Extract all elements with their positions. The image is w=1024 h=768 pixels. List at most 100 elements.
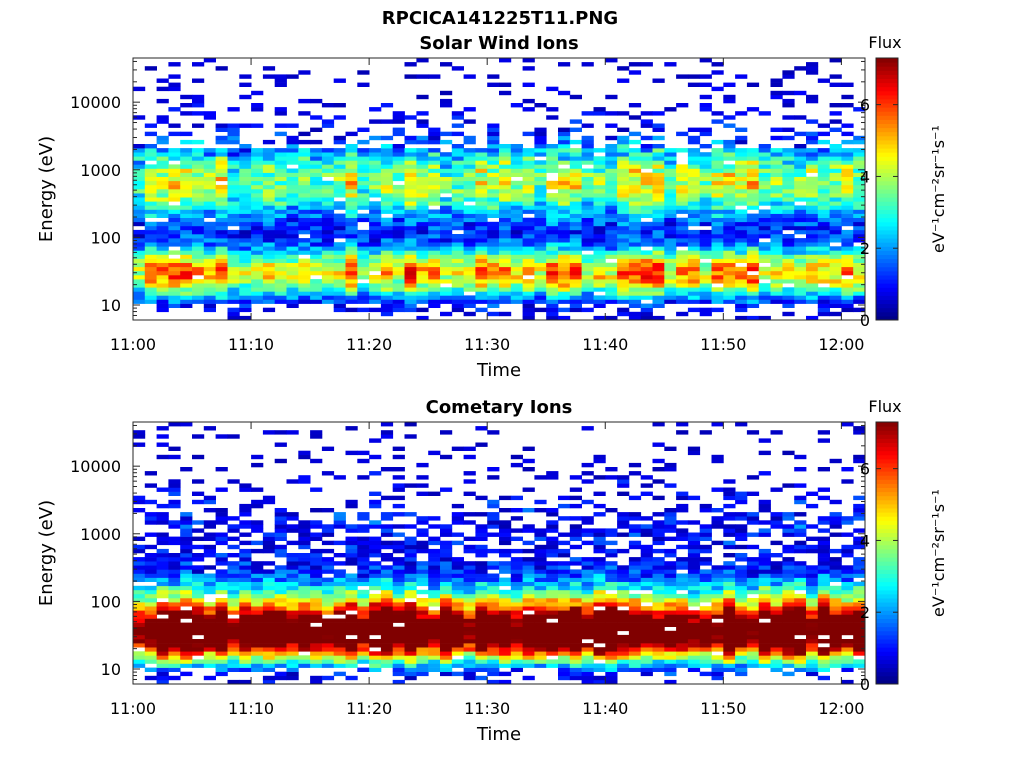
spectrogram-cell (380, 655, 394, 660)
spectrogram-cell (628, 234, 642, 239)
spectrogram-cell (676, 655, 689, 660)
spectrogram-cell (251, 90, 264, 96)
spectrogram-cell (546, 193, 559, 198)
spectrogram-cell (321, 221, 335, 227)
spectrogram-cell (168, 675, 181, 681)
spectrogram-cell (144, 520, 157, 525)
spectrogram-cell (617, 311, 630, 317)
spectrogram-cell (180, 585, 193, 591)
spectrogram-cell (664, 679, 677, 685)
spectrogram-cell (416, 184, 429, 190)
spectrogram-cell (546, 144, 559, 149)
spectrogram-cell (782, 573, 795, 578)
spectrogram-cell (534, 544, 547, 550)
spectrogram-cell (440, 655, 453, 660)
spectrogram-cell (487, 193, 500, 198)
spectrogram-cell (298, 266, 311, 272)
spectrogram-cell (310, 610, 323, 615)
spectrogram-cell (192, 266, 205, 272)
spectrogram-cell (168, 148, 181, 153)
spectrogram-cell (770, 610, 783, 615)
spectrogram-cell (392, 581, 405, 587)
spectrogram-cell (357, 598, 370, 603)
spectrogram-cell (144, 622, 157, 627)
spectrogram-cell (440, 209, 453, 214)
spectrogram-cell (723, 503, 736, 509)
spectrogram-cell (416, 651, 429, 656)
spectrogram-cell (617, 238, 630, 243)
spectrogram-cell (546, 508, 559, 513)
spectrogram-cell (192, 520, 205, 525)
spectrogram-cell (428, 536, 441, 541)
spectrogram-cell (416, 152, 429, 157)
spectrogram-cell (369, 180, 382, 186)
spectrogram-cell (676, 585, 689, 591)
spectrogram-cell (262, 667, 276, 672)
spectrogram-cell (534, 180, 547, 186)
spectrogram-cell (735, 499, 748, 505)
spectrogram-cell (782, 287, 795, 292)
spectrogram-cell (841, 148, 854, 153)
spectrogram-cell (746, 221, 760, 227)
spectrogram-cell (558, 217, 571, 223)
spectrogram-cell (392, 213, 405, 218)
spectrogram-cell (192, 229, 205, 235)
spectrogram-cell (806, 234, 819, 239)
spectrogram-cell (676, 651, 689, 656)
spectrogram-cell (203, 299, 216, 304)
spectrogram-cell (723, 659, 736, 664)
spectrogram-cell (723, 238, 736, 243)
spectrogram-cell (794, 168, 807, 173)
spectrogram-cell (558, 626, 571, 632)
spectrogram-cell (286, 667, 299, 672)
spectrogram-cell (380, 598, 394, 603)
spectrogram-cell (380, 585, 394, 591)
spectrogram-cell (274, 217, 287, 223)
spectrogram-cell (133, 242, 146, 247)
spectrogram-cell (380, 135, 394, 141)
spectrogram-cell (345, 622, 358, 627)
spectrogram-cell (203, 279, 216, 284)
spectrogram-cell (262, 279, 276, 284)
spectrogram-cell (593, 651, 606, 656)
spectrogram-cell (676, 172, 689, 177)
spectrogram-cell (227, 262, 240, 268)
spectrogram-cell (333, 606, 346, 611)
spectrogram-cell (746, 291, 760, 296)
spectrogram-cell (794, 606, 807, 611)
spectrogram-cell (215, 135, 228, 141)
spectrogram-cell (628, 557, 642, 562)
spectrogram-cell (628, 291, 642, 296)
spectrogram-cell (569, 655, 582, 660)
spectrogram-cell (310, 618, 323, 623)
spectrogram-cell (251, 295, 264, 300)
spectrogram-cell (321, 585, 335, 591)
spectrogram-cell (144, 516, 157, 521)
spectrogram-cell (652, 270, 665, 276)
spectrogram-cell (144, 287, 157, 292)
spectrogram-cell (451, 671, 464, 677)
spectrogram-cell (215, 434, 228, 439)
spectrogram-cell (310, 156, 323, 161)
spectrogram-cell (510, 254, 523, 259)
spectrogram-cell (168, 168, 181, 173)
spectrogram-cell (428, 557, 441, 562)
spectrogram-cell (593, 475, 606, 480)
spectrogram-cell (546, 315, 559, 321)
spectrogram-cell (215, 217, 228, 223)
spectrogram-cell (617, 569, 630, 574)
spectrogram-cell (168, 639, 181, 644)
spectrogram-cell (735, 266, 748, 272)
spectrogram-cell (510, 152, 523, 157)
spectrogram-cell (133, 148, 146, 153)
spectrogram-cell (215, 573, 228, 578)
spectrogram-cell (510, 193, 523, 198)
spectrogram-cell (794, 229, 807, 235)
spectrogram-cell (463, 152, 476, 157)
spectrogram-cell (215, 164, 228, 169)
spectrogram-cell (298, 565, 311, 570)
spectrogram-cell (652, 422, 665, 427)
spectrogram-cell (133, 270, 146, 276)
spectrogram-cell (392, 254, 405, 259)
spectrogram-cell (440, 213, 453, 218)
